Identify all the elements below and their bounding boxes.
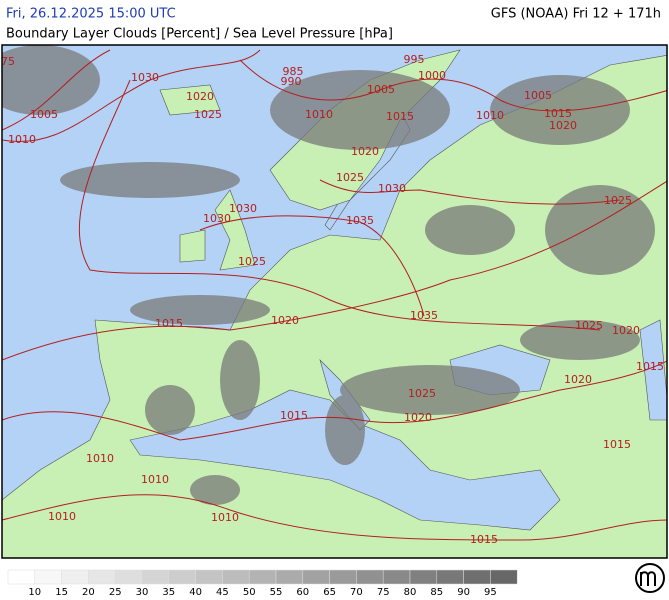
isobar-label: 1020 bbox=[271, 314, 299, 327]
legend-label: 85 bbox=[430, 587, 443, 598]
map: 75 1030 985 995 1000 990 1020 1005 1005 1005 1025 1… bbox=[1, 44, 668, 559]
legend-label: 25 bbox=[109, 587, 122, 598]
caspian bbox=[639, 319, 667, 421]
isobar-label: 1025 bbox=[604, 194, 632, 207]
isobar-label: 1010 bbox=[8, 133, 36, 146]
legend-label: 70 bbox=[350, 587, 363, 598]
legend-swatch bbox=[61, 569, 89, 585]
legend-swatch bbox=[114, 569, 143, 585]
legend-swatch bbox=[490, 569, 518, 585]
legend-label: 40 bbox=[189, 587, 202, 598]
legend-label: 45 bbox=[216, 587, 229, 598]
isobar-label: 75 bbox=[1, 55, 15, 68]
isobar-label: 1015 bbox=[470, 533, 498, 546]
isobar-label: 1025 bbox=[575, 319, 603, 332]
map-title: Boundary Layer Clouds [Percent] / Sea Le… bbox=[6, 27, 393, 42]
isobar-label: 1010 bbox=[305, 108, 333, 121]
isobars bbox=[2, 49, 667, 541]
map-frame bbox=[1, 44, 668, 559]
isobar-label: 1030 bbox=[203, 212, 231, 225]
legend-label: 15 bbox=[55, 587, 68, 598]
isobar-label: 1010 bbox=[48, 510, 76, 523]
legend-label: 80 bbox=[404, 587, 417, 598]
legend-label: 50 bbox=[243, 587, 256, 598]
isobar-label: 1015 bbox=[155, 317, 183, 330]
isobar-label: 1025 bbox=[238, 255, 266, 268]
legend-swatch bbox=[222, 569, 250, 585]
isobar-label: 1020 bbox=[564, 373, 592, 386]
isobar-label: 1015 bbox=[603, 438, 631, 451]
legend-swatch bbox=[7, 569, 36, 585]
logo bbox=[635, 563, 665, 593]
legend-swatch bbox=[168, 569, 196, 585]
isobar-label: 1020 bbox=[351, 145, 379, 158]
ireland bbox=[179, 229, 206, 263]
legend-label: 20 bbox=[82, 587, 95, 598]
isobar-label: 1025 bbox=[194, 108, 222, 121]
datetime: Fri, 26.12.2025 15:00 UTC bbox=[6, 7, 176, 22]
isobar-label: 1015 bbox=[280, 409, 308, 422]
legend-swatch bbox=[329, 569, 357, 585]
isobar-label: 1015 bbox=[544, 107, 572, 120]
isobar-label: 1020 bbox=[612, 324, 640, 337]
legend-label: 30 bbox=[136, 587, 149, 598]
isobar-label: 1020 bbox=[186, 90, 214, 103]
isobar-label: 1020 bbox=[549, 119, 577, 132]
legend-label: 10 bbox=[28, 587, 41, 598]
isobar-label: 1005 bbox=[367, 83, 395, 96]
isobar-label: 1030 bbox=[229, 202, 257, 215]
isobar-label: 985 bbox=[283, 65, 304, 78]
legend-swatch bbox=[248, 569, 277, 585]
legend-swatch bbox=[88, 569, 116, 585]
isobar-label: 1020 bbox=[404, 411, 432, 424]
legend-label: 65 bbox=[323, 587, 336, 598]
clouds bbox=[2, 45, 655, 505]
legend-swatch bbox=[382, 569, 411, 585]
isobar-label: 1005 bbox=[524, 89, 552, 102]
isobar-label: 1025 bbox=[336, 171, 364, 184]
legend-swatch bbox=[34, 569, 62, 585]
isobar-label: 990 bbox=[281, 75, 302, 88]
isobar-label: 1005 bbox=[30, 108, 58, 121]
legend-swatch bbox=[436, 569, 464, 585]
isobar-label: 1025 bbox=[408, 387, 436, 400]
legend: 10 15 20 25 30 35 40 45 50 55 60 65 70 75 80 85 90 95 bbox=[7, 569, 518, 598]
isobar-label: 995 bbox=[404, 53, 425, 66]
isobar-label: 1010 bbox=[141, 473, 169, 486]
isobar-label: 1030 bbox=[131, 71, 159, 84]
legend-swatch bbox=[275, 569, 304, 585]
legend-label: 55 bbox=[270, 587, 283, 598]
legend-swatch bbox=[195, 569, 223, 585]
legend-label: 75 bbox=[377, 587, 390, 598]
isobar-label: 1030 bbox=[378, 182, 406, 195]
isobar-label: 1035 bbox=[346, 214, 374, 227]
isobar-label: 1010 bbox=[211, 511, 239, 524]
legend-swatch bbox=[463, 569, 491, 585]
legend-swatch bbox=[141, 569, 170, 585]
isobar-label: 1015 bbox=[636, 360, 664, 373]
isobar-label: 1015 bbox=[386, 110, 414, 123]
model-run: GFS (NOAA) Fri 12 + 171h bbox=[491, 7, 661, 22]
legend-label: 60 bbox=[296, 587, 309, 598]
isobar-label: 1000 bbox=[418, 69, 446, 82]
isobar-label: 1010 bbox=[476, 109, 504, 122]
legend-label: 90 bbox=[457, 587, 470, 598]
legend-swatch bbox=[356, 569, 384, 585]
legend-label: 95 bbox=[484, 587, 497, 598]
isobar-label: 1035 bbox=[410, 309, 438, 322]
legend-label: 35 bbox=[162, 587, 175, 598]
great-britain bbox=[214, 189, 256, 271]
iceland bbox=[159, 84, 221, 116]
legend-swatch bbox=[302, 569, 330, 585]
legend-swatch bbox=[409, 569, 438, 585]
isobar-label: 1010 bbox=[86, 452, 114, 465]
